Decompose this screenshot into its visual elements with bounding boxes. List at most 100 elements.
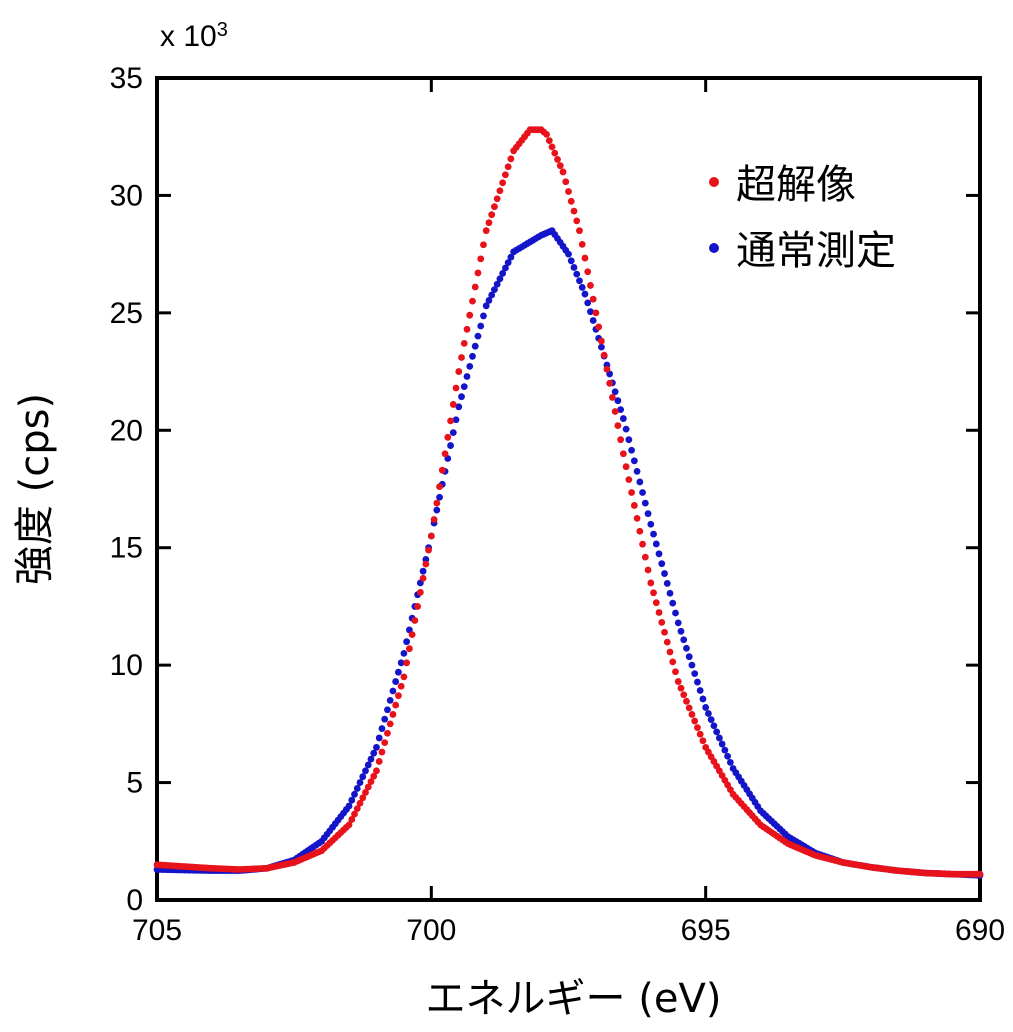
data-point — [650, 589, 657, 597]
data-point — [666, 589, 674, 597]
data-point — [378, 725, 386, 732]
data-point — [480, 241, 487, 249]
data-point — [559, 168, 567, 176]
data-point — [351, 790, 358, 798]
data-point — [458, 354, 465, 361]
data-point — [427, 532, 435, 540]
data-point — [548, 143, 556, 151]
data-point — [411, 617, 419, 624]
data-point — [652, 540, 660, 548]
data-point — [436, 493, 443, 501]
data-point — [573, 270, 581, 278]
data-point — [570, 264, 578, 271]
legend-item: 超解像 — [709, 162, 856, 208]
data-point — [400, 673, 408, 681]
data-point — [641, 553, 649, 561]
data-point — [976, 870, 984, 878]
data-point — [364, 761, 372, 769]
data-point — [364, 783, 372, 791]
data-point — [466, 363, 474, 370]
data-point — [589, 317, 597, 324]
data-point — [625, 476, 633, 484]
x-tick-label: 695 — [681, 914, 731, 947]
data-point — [677, 684, 685, 692]
data-point — [647, 520, 655, 528]
series-super-resolution — [153, 126, 984, 878]
data-point — [619, 450, 627, 458]
data-point — [581, 290, 589, 298]
data-point — [375, 734, 383, 742]
data-point — [576, 227, 583, 235]
data-point — [496, 187, 504, 195]
data-point — [474, 269, 482, 277]
data-point — [348, 796, 356, 804]
data-point — [639, 489, 646, 496]
data-point — [573, 217, 581, 225]
data-point — [504, 259, 512, 266]
data-point — [356, 799, 364, 807]
data-point — [592, 309, 600, 317]
data-point — [403, 638, 411, 646]
data-point — [444, 433, 452, 441]
data-point — [677, 627, 685, 635]
data-point — [606, 379, 614, 387]
data-point — [628, 446, 635, 454]
data-point — [452, 416, 460, 424]
data-point — [408, 631, 416, 639]
data-point — [386, 696, 394, 704]
data-point — [502, 264, 509, 272]
data-point — [499, 179, 507, 187]
data-point — [373, 767, 380, 775]
data-point — [718, 740, 726, 748]
data-point — [595, 323, 603, 331]
data-point — [438, 466, 446, 474]
data-point — [622, 425, 630, 433]
data-point — [633, 514, 641, 522]
y-tick-label: 5 — [126, 767, 143, 800]
data-point — [611, 408, 619, 415]
data-point — [663, 580, 671, 587]
data-point — [617, 406, 625, 414]
x-tick-label: 700 — [406, 914, 456, 947]
data-point — [485, 219, 493, 227]
data-point — [674, 678, 682, 685]
data-point — [710, 722, 718, 730]
data-point — [707, 716, 715, 724]
data-point — [488, 291, 496, 299]
y-tick-label: 25 — [110, 297, 143, 330]
data-point — [419, 574, 427, 582]
y-multiplier: x 103 — [160, 19, 228, 53]
data-point — [663, 638, 671, 646]
data-point — [384, 729, 391, 737]
data-point — [469, 297, 476, 305]
data-point — [688, 661, 696, 669]
data-point — [455, 368, 463, 375]
data-point — [381, 715, 389, 723]
data-point — [669, 599, 677, 607]
data-point — [658, 560, 666, 568]
data-point — [617, 436, 625, 444]
data-point — [466, 311, 474, 319]
data-point — [688, 711, 696, 718]
data-point — [370, 749, 378, 757]
data-point — [650, 530, 657, 538]
legend-marker — [709, 243, 719, 253]
data-point — [696, 687, 704, 694]
data-point — [713, 728, 721, 736]
data-point — [504, 163, 512, 171]
data-point — [384, 706, 391, 714]
data-point — [639, 540, 646, 548]
data-point — [647, 579, 655, 587]
data-point — [386, 720, 394, 728]
data-point — [598, 337, 605, 345]
data-point — [603, 365, 611, 373]
data-point — [614, 397, 622, 405]
data-point — [507, 155, 515, 163]
data-point — [630, 502, 638, 509]
data-point — [480, 312, 487, 320]
x-tick-label: 705 — [132, 914, 182, 947]
data-point — [414, 603, 422, 610]
data-point — [680, 636, 688, 644]
data-point — [425, 546, 432, 554]
